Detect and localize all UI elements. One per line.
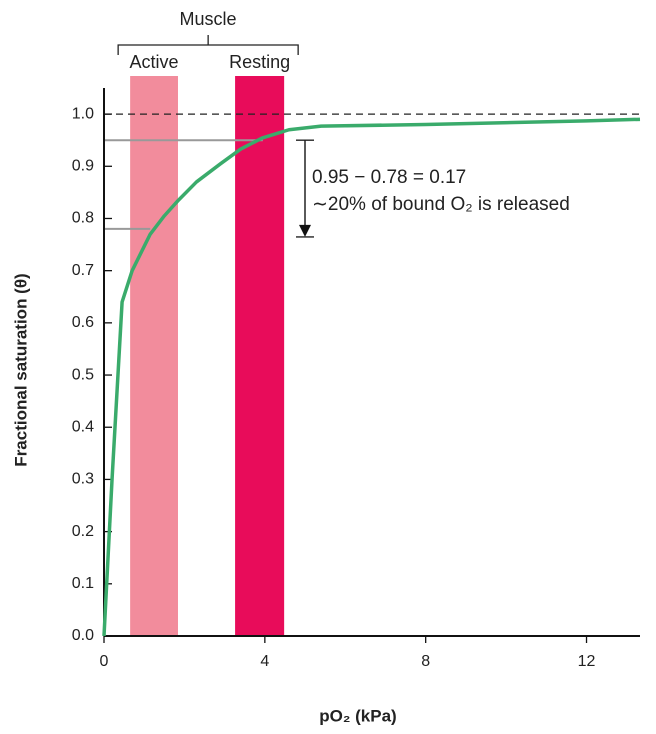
curve bbox=[102, 117, 641, 637]
band bbox=[130, 76, 178, 636]
y-axis-title: Fractional saturation (θ) bbox=[11, 273, 30, 466]
band-label: Active bbox=[130, 52, 179, 72]
y-tick-label: 0.5 bbox=[72, 366, 94, 383]
y-tick-label: 0.7 bbox=[72, 262, 94, 279]
x-tick-label: 12 bbox=[578, 653, 596, 670]
y-tick-label: 0.0 bbox=[72, 627, 94, 644]
y-tick-label: 0.4 bbox=[72, 418, 94, 435]
group-label: Muscle bbox=[179, 9, 236, 29]
y-tick-label: 0.9 bbox=[72, 158, 94, 175]
y-tick-label: 0.8 bbox=[72, 210, 94, 227]
y-tick-label: 0.3 bbox=[72, 471, 94, 488]
y-tick-label: 0.1 bbox=[72, 575, 94, 592]
band bbox=[235, 76, 285, 636]
y-tick-label: 0.2 bbox=[72, 523, 94, 540]
x-tick-label: 8 bbox=[421, 653, 430, 670]
annotation: ∼20% of bound O₂ is released bbox=[312, 194, 570, 215]
bracket bbox=[117, 35, 299, 55]
x-axis-title: pO₂ (kPa) bbox=[319, 706, 396, 725]
x-tick-label: 4 bbox=[260, 653, 269, 670]
band-label: Resting bbox=[229, 52, 290, 72]
y-tick-label: 1.0 bbox=[72, 105, 94, 122]
x-tick-label: 0 bbox=[100, 653, 109, 670]
arrow-head bbox=[299, 224, 311, 237]
y-tick-label: 0.6 bbox=[72, 314, 94, 331]
annotation: 0.95 − 0.78 = 0.17 bbox=[312, 167, 466, 188]
